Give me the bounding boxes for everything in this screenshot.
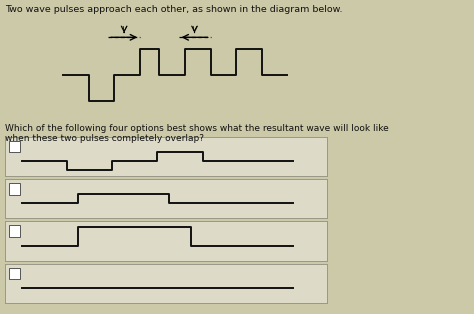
Text: Which of the following four options best shows what the resultant wave will look: Which of the following four options best… bbox=[5, 124, 389, 143]
Text: Two wave pulses approach each other, as shown in the diagram below.: Two wave pulses approach each other, as … bbox=[5, 5, 342, 14]
Text: v: v bbox=[121, 24, 127, 33]
FancyBboxPatch shape bbox=[9, 141, 20, 152]
FancyBboxPatch shape bbox=[9, 225, 20, 237]
Text: v: v bbox=[192, 24, 197, 33]
FancyBboxPatch shape bbox=[9, 183, 20, 195]
FancyBboxPatch shape bbox=[9, 268, 20, 279]
